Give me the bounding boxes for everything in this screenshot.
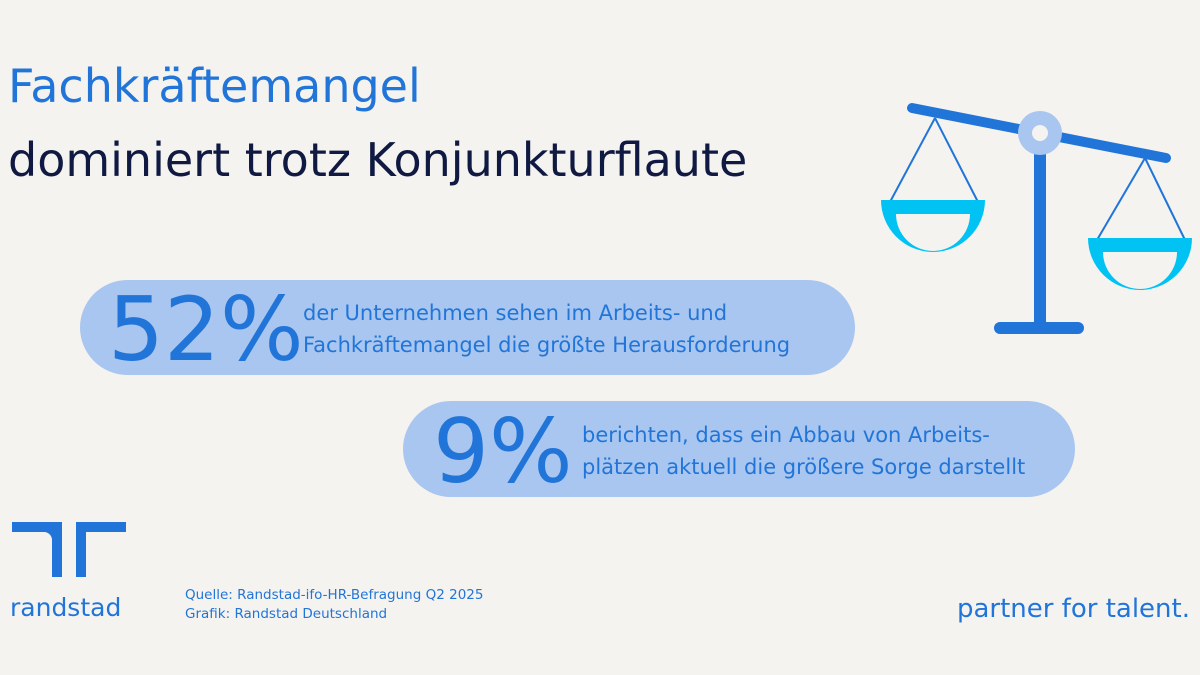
- slogan: partner for talent.: [957, 594, 1190, 624]
- stat-value: 52%: [108, 278, 304, 381]
- stat-text: Fachkräftemangel die größte Herausforder…: [303, 333, 790, 357]
- logo-text: randstad: [10, 593, 121, 622]
- stat-pill: [403, 401, 1075, 497]
- stat-pill: [80, 280, 855, 375]
- logo-symbol: [12, 522, 126, 577]
- title-line2: dominiert trotz Konjunkturflaute: [8, 133, 747, 187]
- stat-text: plätzen aktuell die größere Sorge darste…: [582, 455, 1025, 479]
- title-line1: Fachkräftemangel: [8, 59, 421, 113]
- stat-value: 9%: [433, 400, 573, 503]
- stat-text: berichten, dass ein Abbau von Arbeits-: [582, 423, 990, 447]
- source: Quelle: Randstad-ifo-HR-Befragung Q2 202…: [185, 587, 483, 603]
- credit: Grafik: Randstad Deutschland: [185, 606, 387, 622]
- stat-text: der Unternehmen sehen im Arbeits- und: [303, 301, 727, 325]
- scale-icon: [881, 103, 1192, 334]
